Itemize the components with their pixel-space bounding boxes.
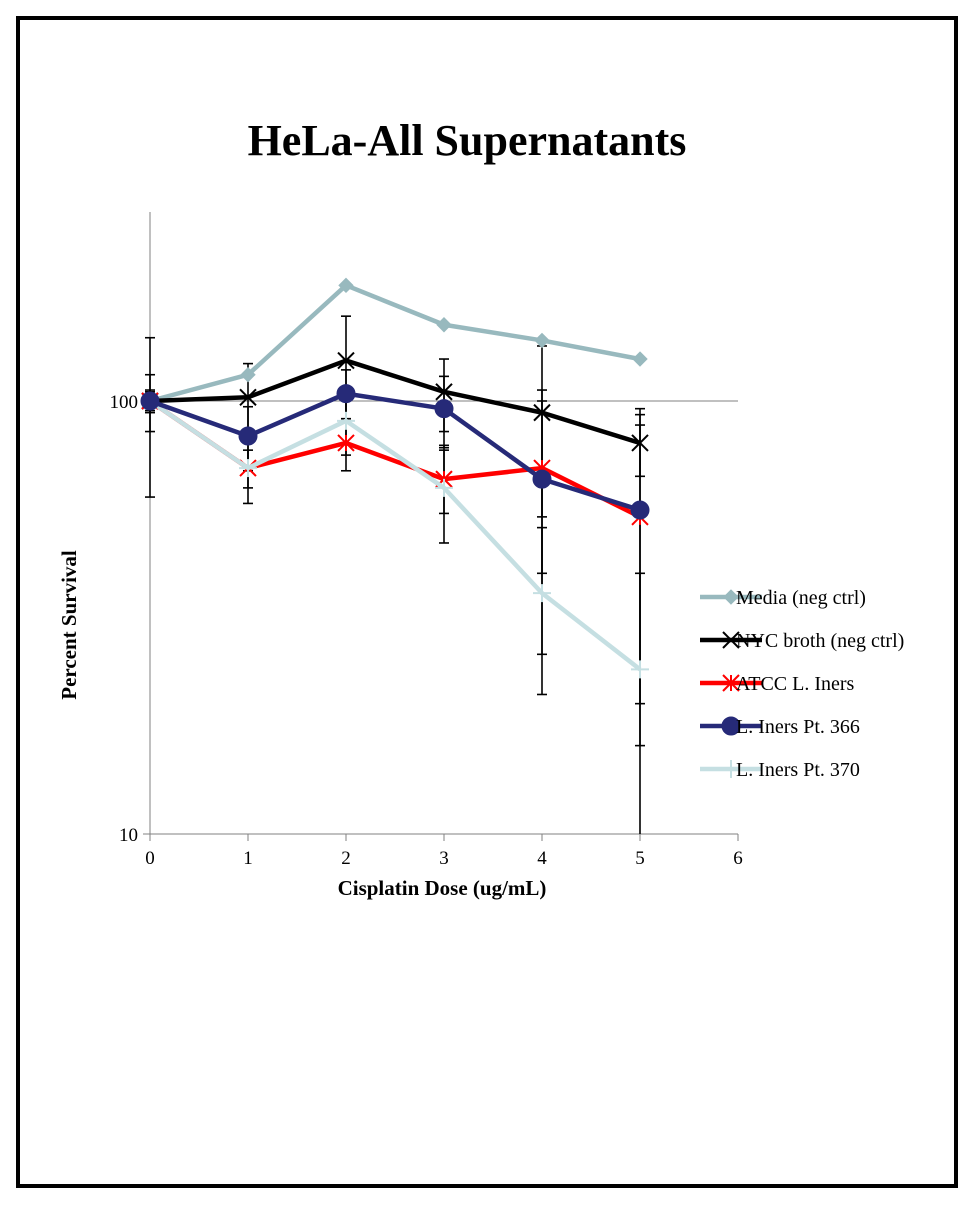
- data-point: [240, 367, 256, 383]
- legend-label: L. Iners Pt. 370: [736, 759, 860, 781]
- legend-label: ATCC L. Iners: [736, 673, 855, 695]
- data-point: [239, 459, 257, 478]
- legend-item: NYC broth (neg ctrl): [700, 630, 904, 652]
- x-tick-label: 5: [635, 848, 645, 869]
- series-line: [149, 283, 641, 404]
- data-point: [435, 478, 453, 497]
- legend-marker: [722, 631, 740, 649]
- legend-item: L. Iners Pt. 366: [700, 716, 860, 738]
- data-point: [140, 391, 160, 411]
- data-point: [534, 332, 550, 349]
- data-point: [632, 351, 648, 367]
- series-line: [149, 391, 641, 513]
- x-tick-label: 1: [243, 848, 253, 869]
- data-point: [337, 411, 355, 430]
- legend-marker: [721, 716, 741, 736]
- series-line: [148, 399, 642, 672]
- legend-item: ATCC L. Iners: [700, 673, 855, 695]
- series-3: [140, 384, 650, 520]
- y-tick-label: 100: [110, 392, 139, 413]
- series-line: [149, 358, 641, 446]
- legend-label: Media (neg ctrl): [736, 587, 866, 609]
- data-point: [239, 388, 257, 406]
- legend-marker: [722, 760, 740, 778]
- chart-frame: [16, 16, 958, 1188]
- y-axis-title: Percent Survival: [57, 550, 81, 700]
- series-layer: [140, 277, 650, 679]
- data-point: [436, 317, 452, 333]
- x-tick-label: 6: [733, 848, 743, 869]
- data-point: [337, 434, 355, 452]
- data-point: [631, 434, 649, 452]
- legend-marker: [722, 674, 740, 692]
- x-tick-label: 4: [537, 848, 547, 869]
- data-point: [533, 403, 551, 422]
- legend: Media (neg ctrl) NYC broth (neg ctrl) ATCC…: [700, 587, 904, 781]
- legend-label: NYC broth (neg ctrl): [736, 630, 904, 652]
- data-point: [337, 351, 355, 370]
- legend-label: L. Iners Pt. 366: [736, 716, 860, 738]
- data-point: [338, 277, 354, 294]
- data-point: [533, 584, 551, 603]
- data-point: [631, 660, 649, 679]
- axis-layer: 0 1 2 3 4 5 6 10 100: [110, 212, 743, 869]
- data-point: [630, 500, 650, 520]
- data-point: [435, 383, 453, 401]
- x-tick-label: 2: [341, 848, 351, 869]
- legend-marker: [723, 589, 739, 605]
- legend-item: L. Iners Pt. 370: [700, 759, 860, 781]
- data-point: [532, 469, 552, 489]
- x-tick-label: 3: [439, 848, 449, 869]
- x-tick-label: 0: [145, 848, 155, 869]
- legend-item: Media (neg ctrl): [700, 587, 866, 609]
- chart-title: HeLa-All Supernatants: [248, 116, 687, 165]
- data-point: [336, 384, 356, 404]
- y-tick-label: 10: [119, 825, 138, 846]
- data-point: [238, 426, 258, 446]
- data-point: [434, 399, 454, 419]
- x-axis-title: Cisplatin Dose (ug/mL): [338, 876, 547, 900]
